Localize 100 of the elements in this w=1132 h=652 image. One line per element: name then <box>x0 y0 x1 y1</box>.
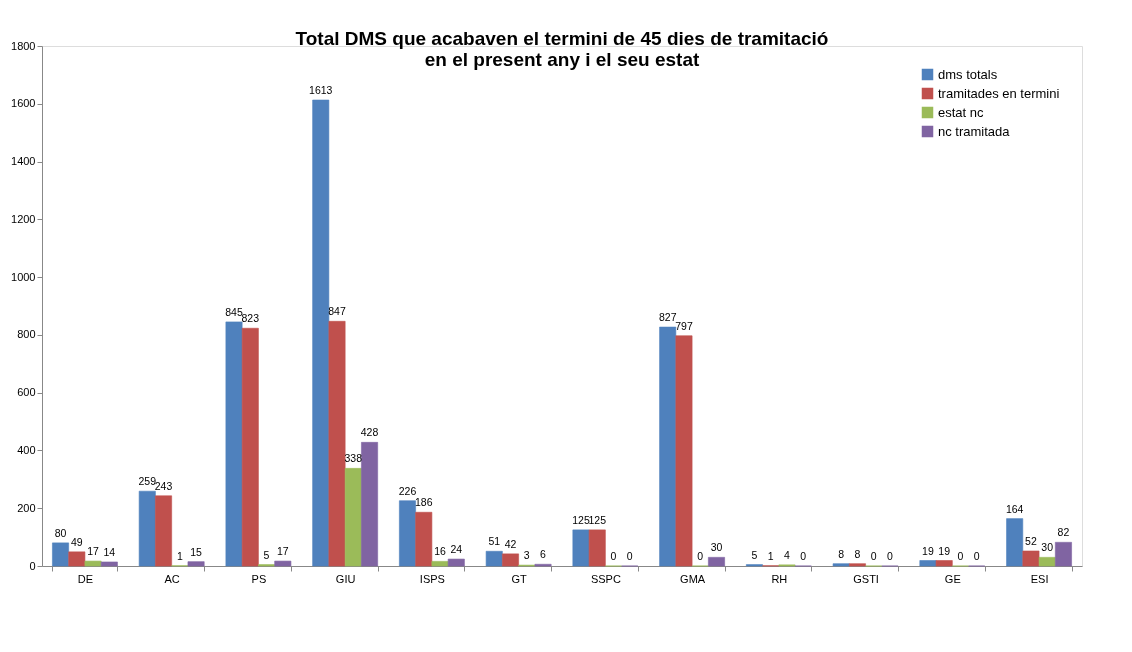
data-label: 19 <box>938 544 951 557</box>
bar <box>447 558 465 567</box>
data-label: 0 <box>800 550 807 562</box>
bar <box>919 560 937 567</box>
x-tick-label: ISPS <box>419 572 445 585</box>
data-label: 17 <box>276 545 289 558</box>
data-label: 164 <box>1005 502 1024 515</box>
data-label: 15 <box>190 545 203 558</box>
data-label: 0 <box>610 550 617 562</box>
bar <box>225 321 243 567</box>
data-label: 1613 <box>309 84 333 97</box>
bar <box>849 563 866 567</box>
data-label: 0 <box>626 550 633 562</box>
legend-label: dms totals <box>938 66 998 82</box>
bar <box>361 442 378 567</box>
bar <box>485 550 503 567</box>
data-label: 428 <box>360 426 379 439</box>
data-label: 0 <box>957 550 964 562</box>
data-label: 259 <box>138 475 157 488</box>
data-label: 827 <box>658 311 677 324</box>
x-tick-label: GSTI <box>853 572 879 585</box>
bar <box>431 561 449 567</box>
data-label: 80 <box>54 526 67 539</box>
data-label: 226 <box>398 484 417 497</box>
data-label: 4 <box>784 548 791 561</box>
x-tick-label: ESI <box>1030 572 1049 585</box>
y-tick-label: 1400 <box>11 155 36 168</box>
bar <box>312 99 330 567</box>
data-label: 0 <box>887 550 894 562</box>
bar <box>1055 542 1072 567</box>
x-tick-label: SSPC <box>590 572 621 585</box>
chart-title: Total DMS que acabaven el termini de 45 dies de tramitació en el present any i el seu estat <box>295 28 829 70</box>
x-tick-label: AC <box>164 572 180 585</box>
bar <box>1038 557 1056 567</box>
data-label: 0 <box>697 550 704 562</box>
data-label: 42 <box>504 537 517 550</box>
bar <box>935 560 953 567</box>
data-label: 845 <box>225 305 243 318</box>
bar <box>832 563 850 567</box>
y-tick-label: 400 <box>17 443 36 456</box>
data-label: 0 <box>870 550 877 562</box>
x-tick-label: PS <box>251 572 267 585</box>
bar <box>68 551 86 567</box>
bar <box>344 468 362 567</box>
bar <box>1006 518 1024 567</box>
data-label: 8 <box>854 547 861 560</box>
bar <box>675 335 693 567</box>
bar <box>502 553 519 567</box>
data-label: 5 <box>263 548 270 561</box>
bar <box>572 529 590 567</box>
x-tick-label: GT <box>511 572 528 585</box>
data-label: 3 <box>523 549 530 562</box>
legend-label: estat nc <box>938 104 985 120</box>
bar <box>138 490 156 567</box>
bar <box>708 557 725 567</box>
y-tick-label: 1800 <box>11 39 36 52</box>
data-label: 17 <box>87 545 100 558</box>
legend-label: tramitades en termini <box>938 85 1060 101</box>
y-tick-label: 1000 <box>11 270 36 283</box>
data-label: 125 <box>572 513 590 526</box>
bar <box>415 511 433 567</box>
data-label: 186 <box>414 496 433 509</box>
data-label: 6 <box>540 548 547 561</box>
data-label: 1 <box>176 549 183 562</box>
y-tick-label: 600 <box>17 386 36 399</box>
data-label: 338 <box>344 452 363 465</box>
data-label: 797 <box>675 319 693 332</box>
data-label: 82 <box>1057 526 1070 539</box>
bar <box>155 495 172 567</box>
data-label: 52 <box>1025 534 1037 547</box>
bar <box>187 561 205 567</box>
bar <box>659 326 677 567</box>
data-label: 30 <box>1041 541 1054 554</box>
x-tick-label: GE <box>944 572 961 585</box>
data-label: 51 <box>488 535 501 548</box>
bar <box>274 560 292 567</box>
x-tick-label: GMA <box>680 572 706 585</box>
data-label: 125 <box>588 513 607 526</box>
data-label: 14 <box>103 545 116 558</box>
x-tick-label: GIU <box>335 572 356 585</box>
bar <box>241 327 259 567</box>
data-label: 8 <box>838 547 845 560</box>
data-label: 49 <box>70 535 83 548</box>
data-label: 0 <box>973 550 980 562</box>
y-tick-label: 1600 <box>11 97 36 110</box>
bar <box>84 560 102 567</box>
bar <box>328 321 346 567</box>
data-label: 24 <box>450 543 463 556</box>
legend-label: nc tramitada <box>938 123 1011 139</box>
x-tick-label: DE <box>77 572 94 585</box>
data-label: 16 <box>434 545 447 558</box>
x-tick-label: RH <box>771 572 788 585</box>
data-label: 30 <box>710 541 723 554</box>
y-tick-label: 0 <box>29 559 36 572</box>
y-tick-label: 800 <box>17 328 36 341</box>
y-tick-label: 1200 <box>11 212 36 225</box>
data-label: 5 <box>751 548 758 561</box>
bar <box>52 542 69 567</box>
data-label: 19 <box>922 544 934 557</box>
data-label: 1 <box>767 549 774 562</box>
